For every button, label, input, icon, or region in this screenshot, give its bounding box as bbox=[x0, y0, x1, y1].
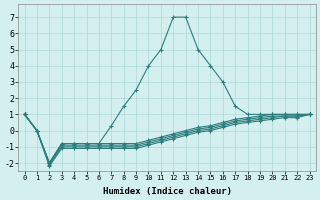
X-axis label: Humidex (Indice chaleur): Humidex (Indice chaleur) bbox=[103, 187, 232, 196]
